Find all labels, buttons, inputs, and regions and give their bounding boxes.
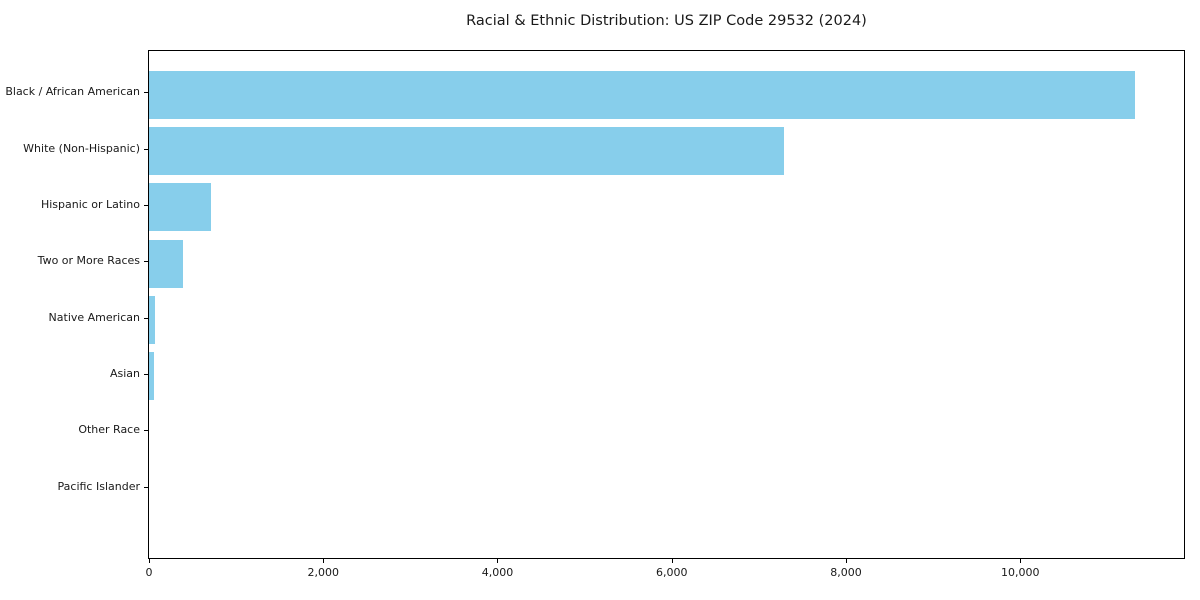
y-label-asian: Asian	[109, 366, 140, 380]
y-label-hispanic-or-latino: Hispanic or Latino	[40, 197, 140, 211]
y-axis-tick	[144, 204, 148, 206]
x-label-8000: 8,000	[830, 566, 862, 579]
bar-black-african-american	[149, 70, 1136, 119]
x-axis-tick	[1020, 559, 1022, 563]
x-axis-tick	[845, 559, 847, 563]
plot-area	[148, 50, 1185, 559]
x-axis-tick	[149, 559, 150, 563]
y-axis-tick	[144, 373, 148, 375]
y-axis-tick	[144, 486, 148, 488]
x-label-2000: 2,000	[307, 566, 339, 579]
x-label-4000: 4,000	[481, 566, 514, 579]
bar-hispanic-or-latino	[149, 183, 212, 232]
x-label-10000: 10,000	[1000, 566, 1040, 579]
x-label-6000: 6,000	[655, 566, 688, 579]
y-label-two-or-more-races: Two or More Races	[37, 254, 140, 268]
chart-title: Racial & Ethnic Distribution: US ZIP Cod…	[466, 13, 867, 29]
y-label-white-non-hispanic: White (Non-Hispanic)	[23, 141, 140, 155]
bar-two-or-more-races	[149, 239, 183, 288]
y-label-native-american: Native American	[48, 310, 140, 324]
y-label-black-african-american: Black / African American	[5, 85, 140, 99]
y-label-other-race: Other Race	[78, 423, 140, 437]
y-axis-tick	[144, 430, 148, 432]
x-axis-tick	[671, 559, 673, 563]
y-axis-tick	[144, 92, 148, 94]
x-axis-tick	[323, 559, 325, 563]
y-axis-tick	[144, 317, 148, 319]
bar-asian	[149, 352, 154, 401]
y-axis-tick	[144, 148, 148, 150]
x-label-0: 0	[145, 566, 153, 579]
bar-white-non-hispanic	[149, 127, 784, 176]
x-axis-tick	[497, 559, 499, 563]
bar-native-american	[149, 296, 156, 345]
y-label-pacific-islander: Pacific Islander	[57, 479, 140, 493]
y-axis-tick	[144, 261, 148, 263]
